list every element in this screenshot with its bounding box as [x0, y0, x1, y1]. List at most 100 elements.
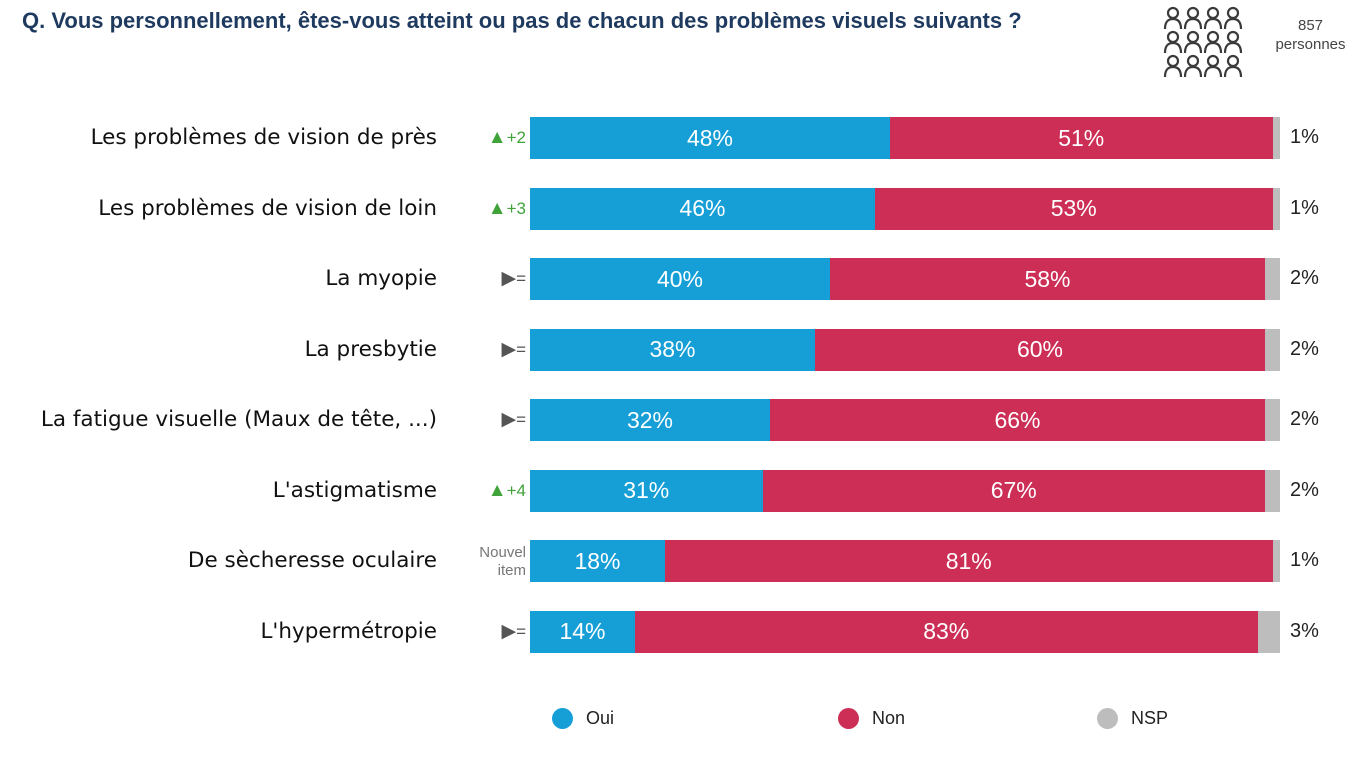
bar-value-label: 67%: [990, 477, 1037, 503]
category-label: Les problèmes de vision de près: [90, 125, 437, 150]
trend-text: =: [516, 339, 526, 359]
legend-label-nsp: NSP: [1131, 708, 1169, 728]
bar-segment-non: 67%: [762, 469, 1265, 512]
bar-segment-nsp: [1265, 469, 1280, 512]
nsp-value-label: 1%: [1290, 549, 1319, 571]
bar-segment-oui: 40%: [530, 258, 830, 300]
legend-dot-non: [838, 708, 859, 729]
bar-value-label: 66%: [994, 406, 1041, 433]
bar-segment-oui: 14%: [530, 610, 635, 653]
trend-indicator: ▲+3: [458, 188, 526, 230]
bar-segment-oui: 32%: [530, 399, 770, 441]
legend-item-nsp: NSP: [1097, 708, 1168, 729]
trend-indicator: ▲+4: [458, 470, 526, 512]
bar-segment-non: 83%: [635, 610, 1258, 653]
trend-text: =: [516, 269, 526, 288]
bar-segment-nsp: [1265, 258, 1280, 300]
bar-segment-non: 58%: [830, 258, 1265, 300]
chart-title: Q. Vous personnellement, êtes-vous attei…: [22, 8, 1022, 33]
bar-segment-oui: 31%: [530, 469, 763, 512]
nsp-value-label: 3%: [1290, 619, 1319, 642]
sample-size: 857 personnes: [1258, 16, 1357, 54]
bar-segment-nsp: [1257, 610, 1280, 653]
bar-value-label: 53%: [1050, 195, 1097, 221]
category-label: L'astigmatisme: [272, 477, 437, 503]
bar-segment-nsp: [1272, 117, 1280, 159]
bar-segment-non: 51%: [890, 117, 1273, 159]
chart-row: Les problèmes de vision de loin ▲+3 46% 53%…: [0, 187, 1357, 230]
legend-item-oui: Oui: [552, 708, 614, 729]
bar-value-label: 40%: [656, 265, 704, 292]
people-icon: [1163, 6, 1243, 79]
category-label: De sècheresse oculaire: [187, 548, 437, 573]
trend-indicator: ▶=: [458, 399, 526, 441]
arrow-right-icon: ▶: [501, 620, 517, 642]
bar-segment-oui: 38%: [530, 328, 815, 371]
bar-segment-oui: 48%: [530, 117, 890, 159]
bar-value-label: 58%: [1024, 265, 1071, 292]
chart-row: Les problèmes de vision de près ▲+2 48% 51%…: [0, 117, 1357, 159]
bar-value-label: 60%: [1016, 336, 1064, 362]
bar-segment-nsp: [1265, 328, 1280, 371]
chart-row: De sècheresse oculaire Nouvel item 18% 81% 1…: [0, 540, 1357, 582]
trend-indicator: ▶=: [458, 329, 526, 371]
bar-value-label: 51%: [1058, 124, 1105, 151]
nsp-value-label: 2%: [1290, 408, 1319, 430]
legend-item-non: Non: [838, 708, 905, 729]
trend-indicator: ▲+2: [458, 117, 526, 159]
bar-value-label: 48%: [686, 124, 734, 151]
arrow-up-icon: ▲: [487, 127, 507, 148]
trend-indicator: ▶=: [458, 611, 526, 653]
arrow-up-icon: ▲: [487, 479, 507, 501]
trend-text: +4: [506, 480, 526, 500]
bar-segment-oui: 46%: [530, 187, 875, 230]
bar-value-label: 83%: [923, 618, 970, 644]
bar-value-label: 18%: [574, 547, 621, 574]
bar-segment-non: 60%: [815, 328, 1265, 371]
arrow-right-icon: ▶: [501, 268, 517, 289]
nsp-value-label: 1%: [1290, 126, 1319, 148]
sample-unit: personnes: [1275, 36, 1346, 53]
trend-indicator: Nouvel item: [458, 540, 526, 580]
bar-segment-nsp: [1272, 540, 1280, 582]
bar-segment-non: 81%: [665, 540, 1273, 582]
bar-value-label: 14%: [559, 618, 606, 644]
bar-segment-oui: 18%: [530, 540, 665, 582]
bar-value-label: 46%: [679, 195, 726, 221]
nsp-value-label: 1%: [1290, 196, 1319, 219]
arrow-up-icon: ▲: [487, 197, 507, 219]
trend-indicator: ▶=: [458, 258, 526, 300]
bar-segment-nsp: [1272, 187, 1280, 230]
trend-text: +3: [506, 198, 526, 218]
category-label: La fatigue visuelle (Maux de tête, ...): [40, 407, 437, 432]
category-label: La presbytie: [304, 336, 437, 362]
arrow-right-icon: ▶: [501, 338, 517, 360]
trend-text: =: [516, 410, 526, 429]
nsp-value-label: 2%: [1290, 337, 1319, 360]
legend-label-oui: Oui: [586, 708, 615, 728]
bar-value-label: 81%: [945, 547, 992, 574]
category-label: La myopie: [325, 266, 437, 291]
category-label: L'hypermétropie: [260, 618, 437, 644]
bar-value-label: 38%: [649, 336, 696, 362]
arrow-right-icon: ▶: [501, 409, 517, 430]
legend-label-non: Non: [872, 708, 906, 728]
bar-value-label: 32%: [626, 406, 674, 433]
chart-row: La presbytie ▶= 38% 60% 2%: [0, 328, 1357, 371]
nsp-value-label: 2%: [1290, 267, 1319, 289]
trend-text: +2: [506, 128, 526, 147]
bar-segment-non: 53%: [875, 187, 1273, 230]
chart-row: La myopie ▶= 40% 58% 2%: [0, 258, 1357, 300]
legend-dot-oui: [552, 708, 573, 729]
trend-text: =: [516, 621, 526, 641]
category-label: Les problèmes de vision de loin: [98, 195, 437, 221]
legend-dot-nsp: [1097, 708, 1118, 729]
sample-count: 857: [1297, 17, 1324, 34]
nsp-value-label: 2%: [1290, 478, 1319, 501]
bar-segment-non: 66%: [770, 399, 1265, 441]
bar-value-label: 31%: [623, 477, 670, 503]
chart-row: La fatigue visuelle (Maux de tête, ...) ▶…: [0, 399, 1357, 441]
chart-row: L'astigmatisme ▲+4 31% 67% 2%: [0, 469, 1357, 512]
chart-row: L'hypermétropie ▶= 14% 83% 3%: [0, 610, 1357, 653]
trend-text: Nouvel item: [479, 544, 526, 579]
